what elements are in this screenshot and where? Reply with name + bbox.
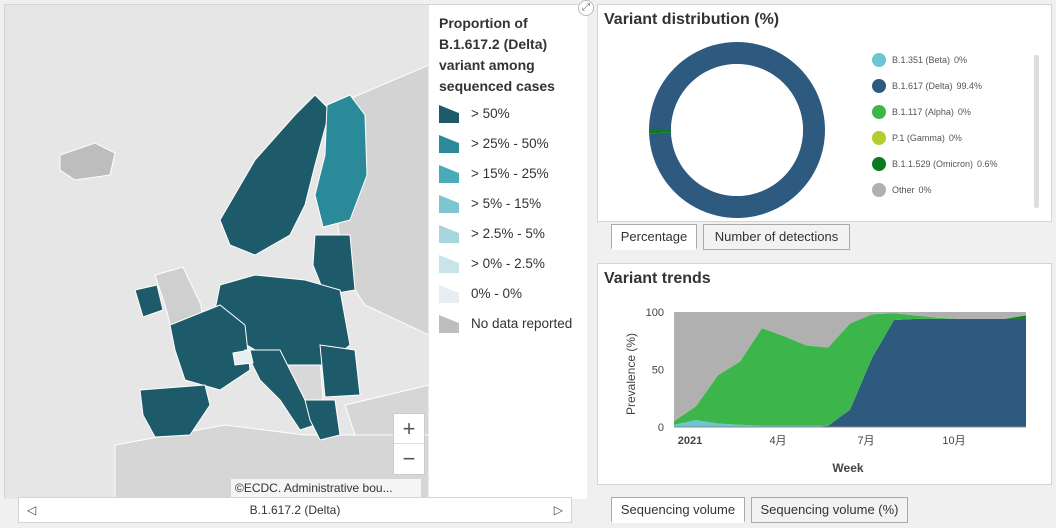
legend-label: > 0% - 2.5% [471,256,545,271]
legend-row: > 0% - 2.5% [439,255,579,285]
donut-chart [649,41,825,219]
legend-dot [872,131,886,145]
zoom-out-button[interactable]: − [402,446,416,471]
region-scandinavia [219,94,331,256]
region-ireland [134,284,164,318]
zoom-in-button[interactable]: + [394,414,424,444]
x-tick-label: 10月 [942,435,965,447]
distribution-legend-label: Other [892,185,915,195]
region-greece [304,399,341,441]
map-legend: Proportion of B.1.617.2 (Delta) variant … [429,5,587,499]
legend-row: > 2.5% - 5% [439,225,579,255]
distribution-legend-label: B.1.1.529 (Omicron) [892,159,974,169]
europe-map[interactable]: + − ©ECDC. Administrative bou... [5,5,429,499]
tab-sequencing-volume[interactable]: Sequencing volume [611,497,745,523]
next-arrow-icon[interactable]: ▷ [553,503,563,517]
map-pager: ◁ B.1.617.2 (Delta) ▷ [18,497,572,523]
legend-label: No data reported [471,316,573,331]
legend-dot [872,79,886,93]
legend-row: 0% - 0% [439,285,579,315]
region-switzerland [232,349,254,366]
x-tick-label: 4月 [769,435,786,447]
distribution-legend-label: B.1.617 (Delta) [892,81,953,91]
legend-row: > 50% [439,105,579,135]
y-axis-label: Prevalence (%) [624,333,638,415]
region-france [169,304,251,391]
donut-slice[interactable] [649,130,672,134]
legend-label: > 2.5% - 5% [471,226,545,241]
legend-row: > 15% - 25% [439,165,579,195]
legend-swatch [439,165,459,183]
region-iceland [59,142,116,181]
x-axis-label: Week [832,461,863,475]
area-series[interactable] [674,318,1026,427]
legend-label: > 5% - 15% [471,196,542,211]
region-romania-bulgaria [319,344,361,398]
donut-hole [671,64,803,196]
legend-swatch [439,135,459,153]
y-tick-label: 0 [658,422,664,434]
zoom-controls: + − [393,413,425,475]
x-tick-label: 7月 [857,435,874,447]
distribution-legend-value: 0% [954,55,968,65]
prev-arrow-icon[interactable]: ◁ [27,503,37,517]
tab-sequencing-volume-percent[interactable]: Sequencing volume (%) [751,497,908,523]
distribution-legend-value: 0% [957,107,971,117]
pager-label: B.1.617.2 (Delta) [249,503,341,517]
legend-dot [872,157,886,171]
map-panel: + − ©ECDC. Administrative bou... Proport… [4,4,587,499]
legend-swatch [439,285,459,303]
region-finland [314,94,368,228]
legend-swatch [439,195,459,213]
distribution-legend-item[interactable]: P.1 (Gamma) 0% [872,131,962,145]
legend-label: > 25% - 50% [471,136,549,151]
tab-number-of-detections[interactable]: Number of detections [703,224,850,250]
area-series[interactable] [674,313,1026,426]
distribution-legend-value: 0.6% [977,159,998,169]
distribution-legend-label: P.1 (Gamma) [892,133,945,143]
legend-swatch [439,225,459,243]
legend-label: > 15% - 25% [471,166,549,181]
distribution-legend-value: 0% [918,185,932,195]
distribution-legend-item[interactable]: B.1.351 (Beta) 0% [872,53,967,67]
legend-row: > 5% - 15% [439,195,579,225]
legend-swatch [439,105,459,123]
distribution-legend-value: 0% [948,133,962,143]
distribution-legend-label: B.1.351 (Beta) [892,55,951,65]
expand-icon[interactable]: ⤢ [578,0,594,16]
distribution-legend-item[interactable]: B.1.1.529 (Omicron) 0.6% [872,157,998,171]
distribution-legend-value: 99.4% [956,81,983,91]
tab-percentage[interactable]: Percentage [611,224,697,250]
variant-trends-panel: Variant trends Prevalence (%) Week 0 50 10… [597,263,1052,485]
distribution-legend-item[interactable]: B.1.617 (Delta) 99.4% [872,79,982,93]
distribution-legend-label: B.1.117 (Alpha) [892,107,954,117]
legend-swatch [439,255,459,273]
area-series[interactable] [674,312,1026,422]
legend-row: > 25% - 50% [439,135,579,165]
distribution-title: Variant distribution (%) [604,11,780,28]
legend-title: Proportion of B.1.617.2 (Delta) variant … [439,15,555,94]
map-svg [5,5,429,499]
legend-swatch [439,315,459,333]
distribution-legend-item[interactable]: Other 0% [872,183,932,197]
legend-dot [872,183,886,197]
legend-label: 0% - 0% [471,286,523,301]
y-tick-label: 50 [652,365,664,377]
distribution-legend-item[interactable]: B.1.117 (Alpha) 0% [872,105,971,119]
map-attribution: ©ECDC. Administrative bou... [231,479,421,497]
legend-row: No data reported [439,315,579,359]
trends-title: Variant trends [604,270,711,287]
trend-chart: Prevalence (%) Week 0 50 100 2021 4月 7月 10月 [624,307,1026,475]
variant-distribution-panel: Variant distribution (%) B.1.351 (Beta) 0… [597,4,1052,222]
legend-dot [872,53,886,67]
y-tick-label: 100 [646,307,664,319]
region-iberia [139,384,211,438]
legend-scrollbar[interactable] [1034,55,1039,208]
x-tick-label: 2021 [678,435,702,447]
legend-label: > 50% [471,106,510,121]
legend-dot [872,105,886,119]
